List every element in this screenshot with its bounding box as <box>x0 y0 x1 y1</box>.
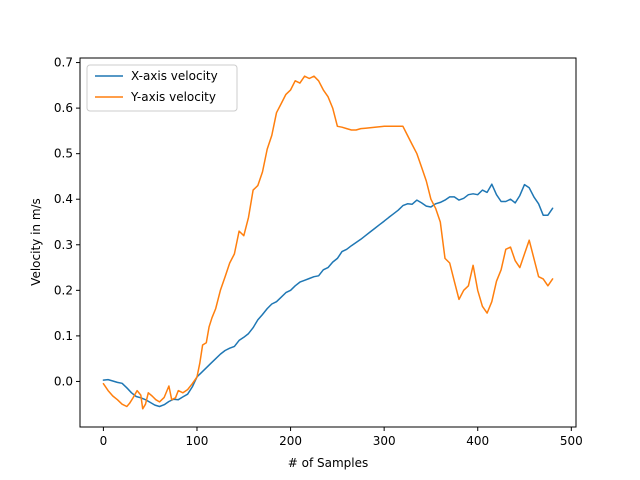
x-tick-label: 200 <box>279 434 302 448</box>
x-tick-label: 400 <box>466 434 489 448</box>
y-axis-label: Velocity in m/s <box>29 198 43 286</box>
y-axis: 0.0 0.1 0.2 0.3 0.4 0.5 0.6 0.7 <box>54 56 80 388</box>
legend-box <box>86 64 238 112</box>
x-tick-label: 500 <box>560 434 583 448</box>
x-tick-label: 300 <box>373 434 396 448</box>
x-axis-label: # of Samples <box>288 456 369 470</box>
series-line-y-axis-velocity <box>102 75 554 410</box>
y-tick-label: 0.0 <box>54 374 73 388</box>
plot-frame <box>79 57 577 428</box>
y-tick-label: 0.5 <box>54 147 73 161</box>
y-tick-label: 0.2 <box>54 283 73 297</box>
x-axis: 0 100 200 300 400 500 <box>100 427 583 448</box>
series-layer <box>102 75 554 410</box>
legend-label: Y-axis velocity <box>130 90 216 104</box>
legend-label: X-axis velocity <box>131 69 218 83</box>
x-tick-label: 100 <box>186 434 209 448</box>
y-tick-label: 0.7 <box>54 56 73 70</box>
legend: X-axis velocity Y-axis velocity <box>86 64 238 112</box>
y-tick-label: 0.3 <box>54 238 73 252</box>
series-line-x-axis-velocity <box>102 183 554 408</box>
y-tick-label: 0.1 <box>54 329 73 343</box>
plot-area <box>80 58 576 427</box>
y-tick-label: 0.4 <box>54 192 73 206</box>
y-tick-label: 0.6 <box>54 101 73 115</box>
x-tick-label: 0 <box>100 434 108 448</box>
